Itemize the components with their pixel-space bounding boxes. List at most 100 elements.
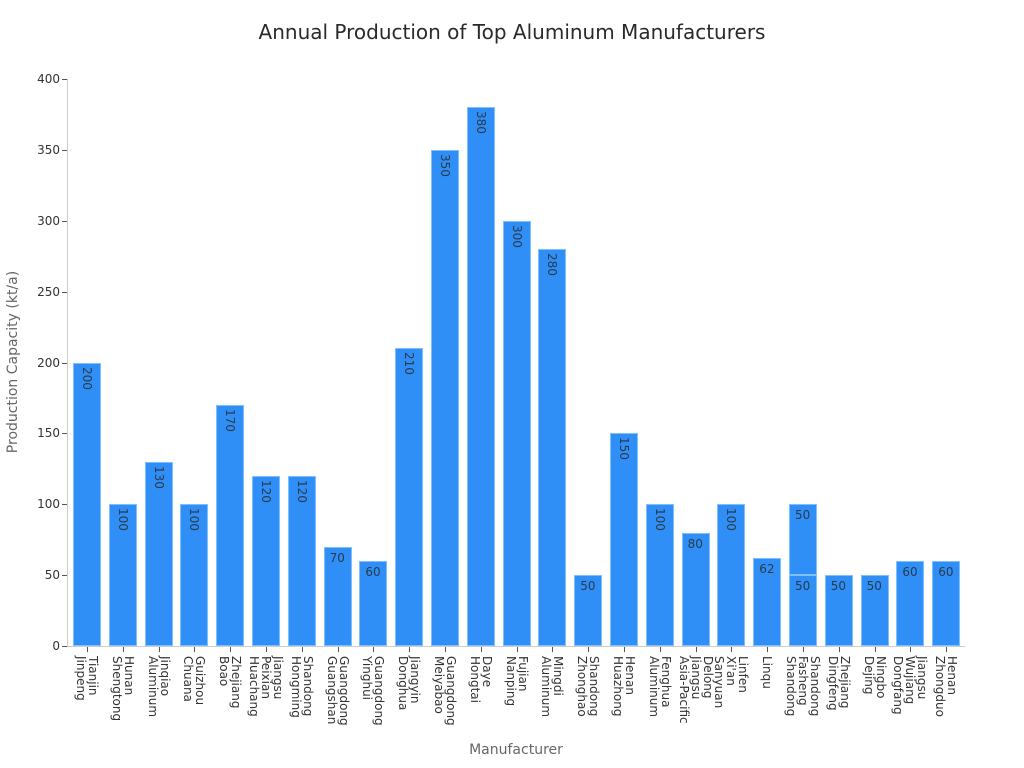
bar-value-label: 130 (151, 465, 166, 489)
bar-value-label: 300 (509, 224, 524, 248)
bar[interactable] (932, 560, 961, 646)
bar-value-label: 170 (223, 409, 238, 432)
x-tick (659, 647, 661, 652)
bar-value-label: 150 (617, 437, 631, 461)
x-tick-label: Shandong Zhonghao (575, 656, 602, 717)
y-tick (62, 575, 67, 577)
bar[interactable] (466, 107, 495, 646)
x-tick-label: Jinqiao Aluminum (145, 656, 172, 718)
x-tick (552, 647, 554, 652)
x-tick-label: Tianjin Jinpeng (74, 656, 100, 701)
x-tick (158, 647, 160, 652)
bar[interactable] (896, 560, 925, 646)
bar[interactable] (359, 560, 388, 646)
bar[interactable] (824, 575, 853, 646)
y-tick-label: 300 (37, 213, 60, 228)
bar[interactable] (538, 249, 567, 646)
x-tick-label: Delong Jiangsu Asia-Pacific (676, 656, 715, 724)
x-tick (838, 647, 840, 652)
bar[interactable] (502, 220, 531, 646)
bar[interactable] (73, 362, 101, 646)
x-tick-label: Zhejiang Dingfeng (825, 656, 852, 711)
x-tick-label: Ningbo Dejing (861, 656, 888, 699)
x-tick-label: Shandong Fasheng Shandong (784, 656, 822, 717)
bar-value-label: 50 (795, 508, 811, 523)
bar[interactable] (645, 504, 674, 646)
y-tick (62, 362, 67, 364)
bar-value-label: 200 (80, 366, 94, 390)
x-tick (624, 647, 625, 652)
chart-title: Annual Production of Top Aluminum Manufa… (258, 20, 766, 44)
x-tick-label: Zhejiang Boao (217, 656, 244, 709)
bar[interactable] (431, 149, 459, 646)
bar-value-label: 50 (580, 579, 596, 594)
bar-value-label: 120 (294, 479, 309, 503)
x-tick (122, 647, 124, 652)
x-tick (874, 647, 876, 652)
y-tick (62, 646, 67, 647)
y-tick-label: 400 (37, 72, 60, 86)
bar[interactable] (753, 558, 782, 646)
bar-value-label: 100 (724, 508, 739, 532)
bar-value-label: 60 (365, 564, 381, 579)
x-tick (480, 647, 482, 652)
bar[interactable] (610, 433, 638, 646)
x-tick (516, 647, 518, 652)
bar[interactable] (574, 575, 603, 646)
y-tick-label: 200 (37, 355, 60, 370)
y-tick-label: 150 (37, 426, 60, 441)
y-tick-label: 250 (37, 284, 60, 299)
bar[interactable] (789, 575, 817, 646)
y-tick (62, 433, 67, 435)
bar[interactable] (144, 461, 173, 646)
bar-value-label: 350 (438, 153, 452, 177)
y-tick-label: 0 (52, 639, 60, 653)
x-tick (910, 647, 912, 652)
bar-value-label: 100 (115, 508, 130, 532)
bar-value-label: 50 (830, 579, 847, 594)
bar-value-label: 50 (866, 579, 882, 594)
bar[interactable] (681, 532, 710, 646)
bar[interactable] (252, 475, 280, 646)
bar-value-label: 120 (259, 479, 273, 503)
bar-value-label: 62 (759, 562, 775, 577)
bar-value-label: 60 (938, 564, 954, 579)
x-tick-label: Henan Zhongduo (933, 656, 960, 717)
bar[interactable] (180, 504, 209, 646)
bar-value-label: 280 (545, 253, 560, 276)
x-tick-label: Henan Huazhong (611, 656, 637, 717)
bar-value-label: 380 (473, 111, 488, 135)
x-tick-label: Guangdong Yinghui (360, 656, 387, 726)
bar[interactable] (789, 504, 817, 576)
x-tick-label: Linfen Xi'an Sanyuan (712, 656, 751, 709)
x-tick-label: Jiangsu Wujiang Dongfang (891, 656, 930, 715)
bar[interactable] (717, 504, 746, 646)
bar-value-label: 100 (652, 508, 667, 532)
x-axis-line (67, 646, 965, 647)
x-tick (803, 647, 804, 652)
y-tick (62, 504, 67, 506)
y-axis-title: Production Capacity (kt/a) (5, 270, 21, 454)
y-tick-label: 350 (37, 142, 60, 157)
x-tick (87, 647, 88, 652)
x-tick (373, 647, 375, 652)
bar-value-label: 50 (795, 579, 811, 594)
bar[interactable] (108, 504, 137, 646)
x-tick-label: Mingdi Aluminum (539, 656, 566, 718)
x-tick (767, 647, 769, 652)
bar[interactable] (395, 348, 424, 646)
x-tick (695, 647, 697, 652)
x-tick (230, 647, 232, 652)
x-tick-label: Guizhou Chuana (181, 656, 208, 706)
x-tick (409, 647, 411, 652)
bar[interactable] (323, 546, 352, 646)
bar-value-label: 80 (687, 536, 703, 551)
bar[interactable] (287, 475, 316, 646)
y-tick (62, 220, 67, 222)
x-tick (946, 647, 948, 652)
y-tick (62, 291, 67, 293)
x-tick-label: Guangdong Meiyabao (432, 656, 458, 726)
bar[interactable] (860, 575, 889, 646)
x-axis-title: Manufacturer (469, 742, 563, 758)
bar[interactable] (216, 405, 245, 646)
